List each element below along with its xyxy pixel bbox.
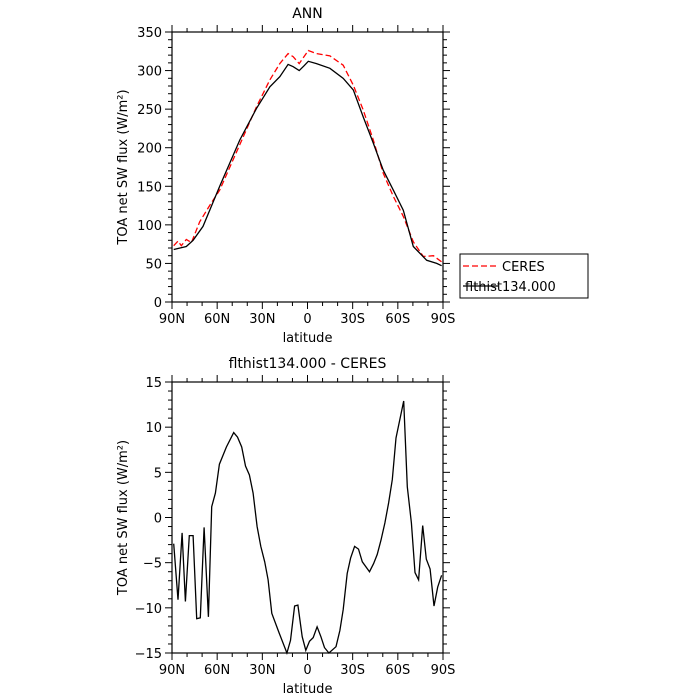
x-tick-label: 30S bbox=[340, 663, 365, 678]
series-line-difference bbox=[173, 400, 443, 656]
y-axis-label: TOA net SW flux (W/m²) bbox=[116, 440, 131, 596]
x-axis-label: latitude bbox=[283, 331, 333, 346]
legend-label: flthist134.000 bbox=[465, 280, 556, 295]
y-tick-label: 0 bbox=[154, 512, 162, 527]
y-tick-label: 100 bbox=[137, 219, 162, 234]
y-axis-label: TOA net SW flux (W/m²) bbox=[116, 89, 131, 245]
x-tick-label: 60S bbox=[385, 312, 410, 327]
x-tick-label: 90S bbox=[431, 312, 456, 327]
x-tick-label: 30S bbox=[340, 312, 365, 327]
chart-title: ANN bbox=[292, 6, 323, 22]
x-tick-label: 60N bbox=[204, 312, 230, 327]
x-tick-label: 90N bbox=[159, 663, 185, 678]
y-tick-label: 50 bbox=[145, 257, 162, 272]
y-tick-label: 200 bbox=[137, 142, 162, 157]
y-tick-label: 10 bbox=[145, 421, 162, 436]
x-tick-label: 0 bbox=[303, 663, 311, 678]
panel-annual: 0 50 100 150 200 250 300 350 90N 60N 30N 0 30S 60S 90S… bbox=[116, 6, 589, 346]
chart-title: flthist134.000 - CERES bbox=[229, 356, 387, 372]
plot-frame bbox=[171, 31, 444, 303]
series-line-flthist134-000 bbox=[173, 60, 442, 267]
series-line-ceres bbox=[173, 49, 442, 263]
x-tick-label: 30N bbox=[249, 312, 275, 327]
x-tick-label: 30N bbox=[249, 663, 275, 678]
legend-box bbox=[459, 253, 589, 299]
x-axis-label: latitude bbox=[283, 682, 333, 697]
y-tick-label: 350 bbox=[137, 26, 162, 41]
y-tick-label: 0 bbox=[154, 296, 162, 311]
y-tick-label: −15 bbox=[135, 647, 162, 662]
panel-difference: −15 −10 −5 0 5 10 15 90N 60N 30N 0 30S 60S 90S flthist… bbox=[116, 356, 455, 697]
x-tick-label: 60N bbox=[204, 663, 230, 678]
x-tick-label: 0 bbox=[303, 312, 311, 327]
x-tick-label: 60S bbox=[385, 663, 410, 678]
plot-frame bbox=[171, 381, 444, 654]
legend-label: CERES bbox=[502, 260, 545, 275]
y-tick-label: −10 bbox=[135, 602, 162, 617]
x-tick-label: 90N bbox=[159, 312, 185, 327]
y-tick-label: 150 bbox=[137, 180, 162, 195]
y-tick-label: 15 bbox=[145, 376, 162, 391]
legend: CERES flthist134.000 bbox=[459, 253, 589, 299]
y-tick-label: −5 bbox=[143, 557, 162, 572]
y-tick-label: 300 bbox=[137, 65, 162, 80]
y-tick-label: 5 bbox=[154, 466, 162, 481]
y-tick-label: 250 bbox=[137, 103, 162, 118]
x-tick-label: 90S bbox=[431, 663, 456, 678]
